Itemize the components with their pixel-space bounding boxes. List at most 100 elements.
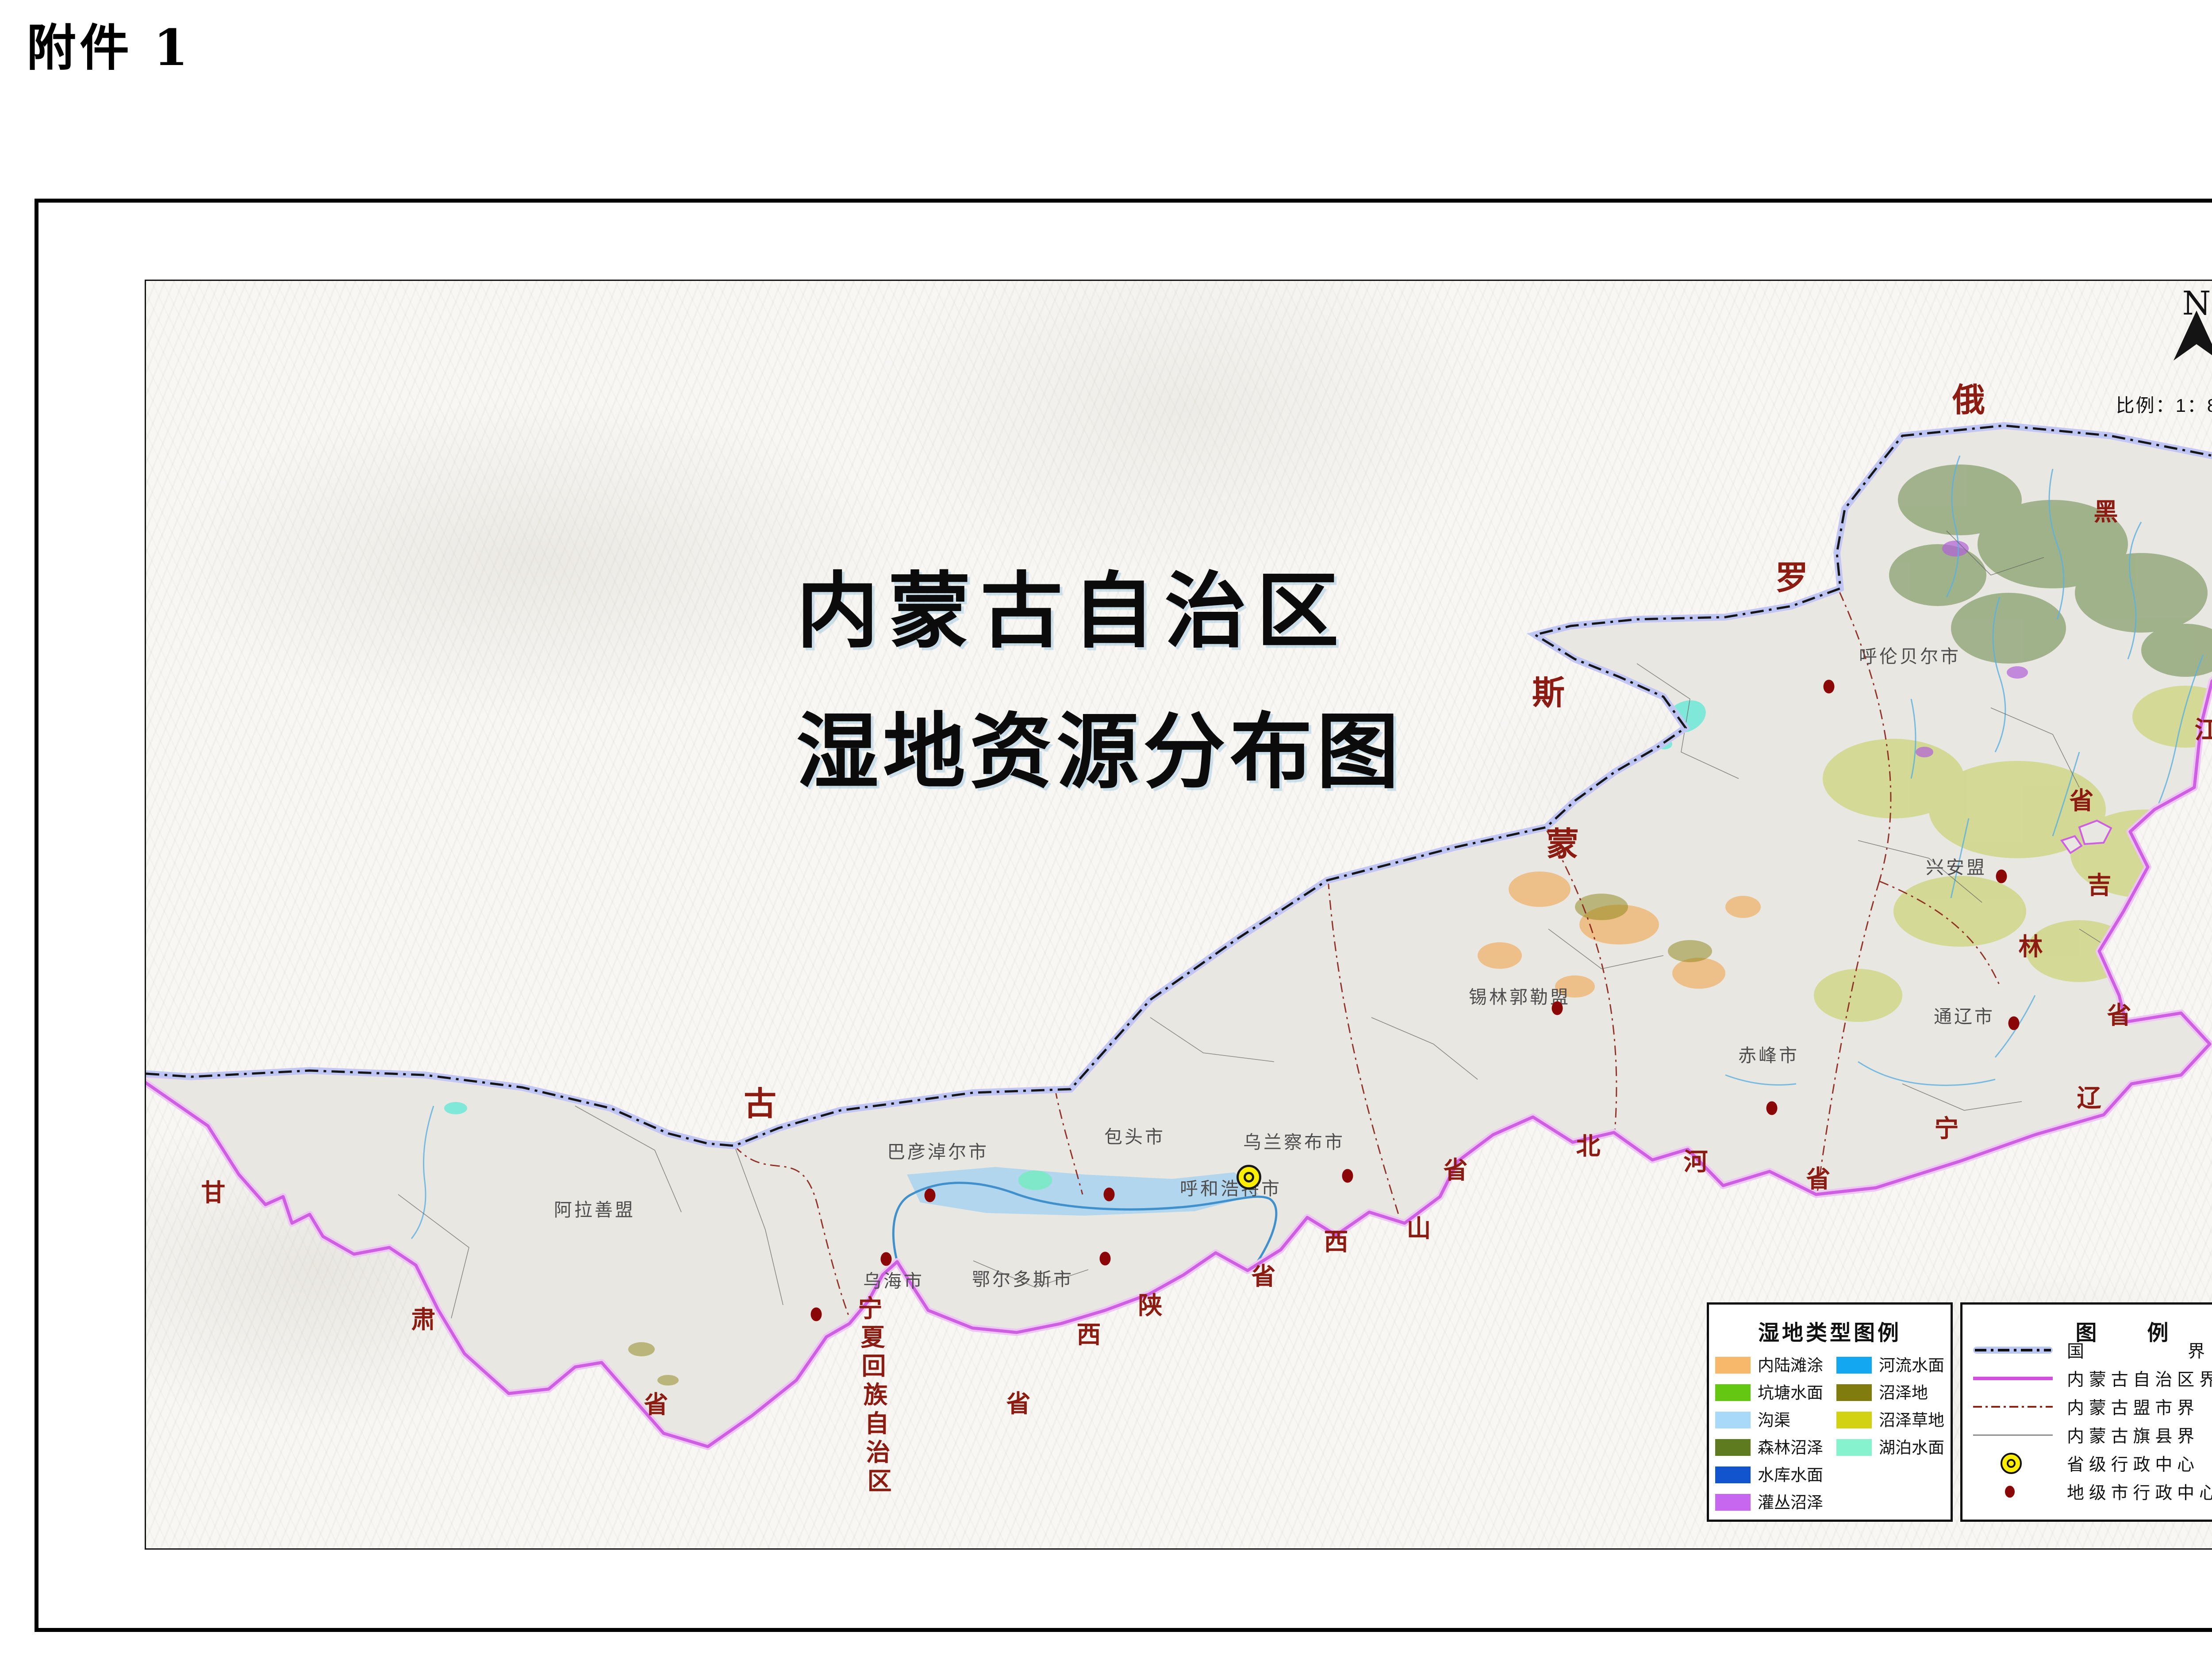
inner-mongolia-region [146, 426, 2212, 1447]
wetland-swatch [1715, 1494, 1751, 1511]
province-char: 区 [867, 1467, 892, 1495]
province-char: 回 [861, 1352, 886, 1380]
province-char: 省 [1443, 1156, 1468, 1184]
city-dot [1099, 1251, 1111, 1266]
province-char: 宁 [1934, 1115, 1959, 1142]
city-label: 呼伦贝尔市 [1859, 646, 1961, 667]
capital-marker [1237, 1165, 1261, 1190]
county-boundaries [398, 530, 2168, 1319]
boundary-label: 省 级 行 政 中 心 [2067, 1455, 2195, 1474]
boundary-legend-title: 图 例 [2075, 1321, 2171, 1345]
city-symbol [2005, 1486, 2015, 1498]
wetland-swatch [1715, 1357, 1751, 1374]
city-label: 巴彦淖尔市 [887, 1142, 989, 1162]
province-char: 山 [1406, 1215, 1431, 1242]
league-symbol [1973, 1406, 2053, 1408]
province-char: 省 [1251, 1263, 1276, 1290]
wetland-swatch [1836, 1412, 1872, 1428]
wetland-label: 湖泊水面 [1879, 1439, 1944, 1457]
province-char: 治 [866, 1439, 891, 1466]
province-char: 黑 [2093, 498, 2118, 526]
city-dot [1766, 1101, 1778, 1115]
city-dot [880, 1252, 892, 1266]
city-dot [1996, 869, 2007, 883]
hetao-irrigation-area [907, 1167, 1259, 1216]
guojie-symbol [1973, 1347, 2053, 1354]
wetland-label: 沼泽地 [1879, 1384, 1928, 1402]
yellow-river [892, 1182, 1278, 1317]
wetland-swatch [1836, 1357, 1872, 1374]
city-dot [1551, 1001, 1563, 1015]
wetland-swatch [1715, 1439, 1751, 1456]
city-label: 鄂尔多斯市 [972, 1269, 1074, 1290]
attachment-label: 附件 1 [27, 19, 192, 77]
wetland-label: 河流水面 [1879, 1356, 1944, 1374]
city-dot [810, 1307, 822, 1321]
capital-symbol [2001, 1453, 2022, 1474]
boundary-label: 内 蒙 古 旗 县 界 [2067, 1427, 2195, 1446]
city-dot [1342, 1169, 1353, 1183]
boundary-label: 国 界 [2067, 1342, 2205, 1361]
province-char: 古 [744, 1085, 776, 1122]
exclave-patches [2060, 819, 2112, 854]
city-label: 锡林郭勒盟 [1469, 987, 1571, 1007]
region-symbol [1973, 1377, 2053, 1380]
province-char: 北 [1576, 1132, 1601, 1160]
province-char: 江 [2194, 716, 2212, 744]
national-boundary [146, 422, 2212, 1149]
wetland-swatch [1715, 1384, 1751, 1401]
province-char: 辽 [2077, 1084, 2101, 1112]
province-char: 斯 [1532, 674, 1565, 711]
city-label: 赤峰市 [1738, 1045, 1799, 1066]
province-char: 族 [863, 1381, 888, 1409]
province-char: 林 [2018, 933, 2043, 960]
wetland-swatch [1715, 1412, 1751, 1428]
province-char: 甘 [201, 1179, 226, 1206]
wetland-texture-layer [398, 455, 2212, 1386]
city-label: 呼和浩特市 [1180, 1178, 1282, 1199]
boundary-label: 内 蒙 古 盟 市 界 [2067, 1399, 2195, 1418]
wetland-label: 坑塘水面 [1758, 1384, 1823, 1402]
wetland-swatch [1715, 1466, 1751, 1483]
map-canvas: 俄罗斯蒙古黑龙江省吉林省辽宁省河北省山西省陕西省宁夏回族自治区甘肃省呼伦贝尔市兴… [145, 280, 2212, 1550]
wetland-swatch [1836, 1384, 1872, 1401]
province-char: 蒙 [1546, 825, 1579, 863]
boundary-label: 内 蒙 古 自 治 区 界 [2067, 1370, 2212, 1390]
city-dot [1103, 1187, 1115, 1202]
province-char: 陕 [1138, 1292, 1163, 1319]
province-char: 夏 [860, 1324, 885, 1351]
scale-text: 比例：1：8500000 [2116, 395, 2212, 416]
boundary-legend: 图 例 国 界内 蒙 古 自 治 区 界内 蒙 古 盟 市 界内 蒙 古 旗 县… [1960, 1302, 2212, 1522]
wetland-label: 沼泽草地 [1879, 1411, 1944, 1429]
province-char: 宁 [858, 1295, 883, 1322]
province-char: 西 [1324, 1228, 1348, 1255]
province-char: 河 [1683, 1148, 1708, 1175]
province-char: 西 [1076, 1321, 1101, 1348]
wetland-swatch [1836, 1439, 1872, 1456]
wetland-label: 灌丛沼泽 [1758, 1493, 1823, 1512]
wetland-legend-title: 湿地类型图例 [1758, 1321, 1901, 1345]
province-char: 省 [1806, 1165, 1831, 1193]
province-char: 吉 [2087, 871, 2112, 899]
county-symbol [1973, 1435, 2053, 1436]
city-label: 通辽市 [1934, 1006, 1995, 1027]
wetland-legend: 湿地类型图例 内陆滩涂 坑塘水面 沟渠 森林沼泽 水库水面 灌丛沼泽 河流水面 沼泽地 沼泽草地… [1707, 1302, 1953, 1522]
league-boundaries [733, 591, 2001, 1324]
province-char: 自 [864, 1410, 889, 1437]
boundary-legend-row: 内 蒙 古 旗 县 界 [1973, 1424, 2212, 1446]
boundary-label: 地 级 市 行 政 中 心 [2067, 1484, 2212, 1503]
city-label: 兴安盟 [1926, 857, 1987, 878]
boundary-legend-row: 内 蒙 古 自 治 区 界 [1973, 1367, 2212, 1390]
map-labels-layer: 俄罗斯蒙古黑龙江省吉林省辽宁省河北省山西省陕西省宁夏回族自治区甘肃省呼伦贝尔市兴… [146, 281, 2212, 1548]
city-dot [1823, 679, 1835, 694]
province-char: 省 [1006, 1390, 1031, 1417]
map-svg [146, 311, 2212, 1450]
city-dot [2008, 1016, 2020, 1030]
north-label: N [2182, 284, 2211, 322]
city-label: 阿拉善盟 [554, 1200, 635, 1220]
city-label: 包头市 [1104, 1127, 1165, 1147]
wetland-label: 内陆滩涂 [1758, 1356, 1823, 1374]
province-char: 罗 [1775, 559, 1808, 596]
wetland-label: 沟渠 [1758, 1411, 1790, 1429]
